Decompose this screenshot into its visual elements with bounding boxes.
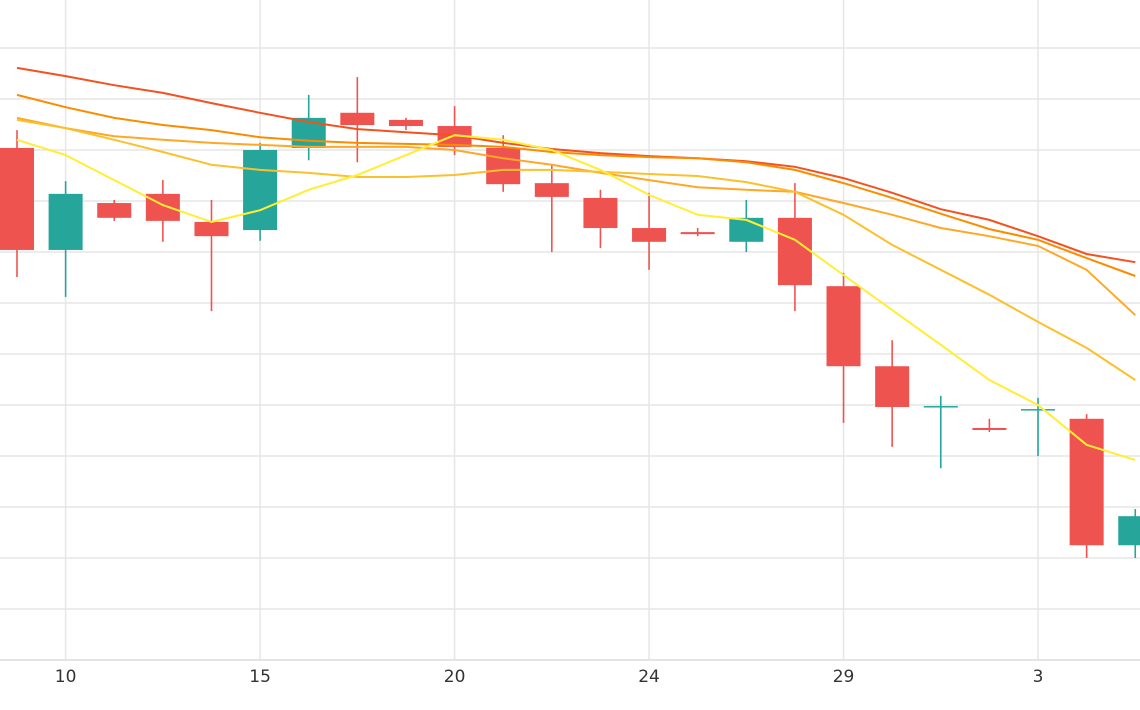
candle-body xyxy=(97,203,132,218)
x-tick-label: 15 xyxy=(249,667,271,687)
x-tick-label: 10 xyxy=(55,667,77,687)
x-tick-label: 20 xyxy=(444,667,466,687)
candle-body xyxy=(1118,516,1140,546)
moving-average-line xyxy=(16,118,1136,381)
moving-average-line xyxy=(16,134,1136,462)
candle-body xyxy=(243,150,278,231)
candle-body xyxy=(1069,418,1104,546)
candle-body xyxy=(388,119,423,127)
candle-body xyxy=(437,126,472,147)
candle-body xyxy=(875,366,910,408)
candle-body xyxy=(680,232,715,235)
moving-average-line xyxy=(16,66,1136,264)
candle-body xyxy=(583,197,618,229)
candle-body xyxy=(972,427,1007,430)
candle-body xyxy=(777,217,812,286)
candle-body xyxy=(486,147,521,185)
x-tick-label: 29 xyxy=(833,667,855,687)
moving-average-line xyxy=(16,116,1136,316)
candle-body xyxy=(534,183,569,197)
candle-body xyxy=(826,286,861,367)
moving-average-line xyxy=(16,93,1136,277)
candle-body xyxy=(48,193,83,250)
candle-body xyxy=(923,406,958,408)
candle-body xyxy=(1021,409,1056,411)
candle-body xyxy=(632,228,667,242)
candle-body xyxy=(340,112,375,126)
candle-body xyxy=(729,217,764,242)
candle-body xyxy=(194,221,229,237)
x-tick-label: 3 xyxy=(1033,667,1044,687)
candle-body xyxy=(0,147,35,250)
x-tick-label: 24 xyxy=(638,667,660,687)
